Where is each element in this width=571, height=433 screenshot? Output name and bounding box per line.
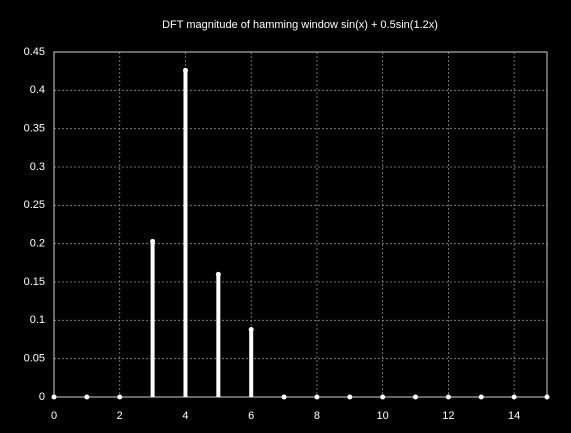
stem-marker <box>248 327 254 333</box>
stem-marker <box>281 394 287 400</box>
stem-marker <box>478 394 484 400</box>
stem-marker <box>51 394 57 400</box>
stem-marker <box>215 271 221 277</box>
x-tick-label: 8 <box>314 410 320 422</box>
x-tick-label: 10 <box>377 410 389 422</box>
stem-marker <box>544 394 550 400</box>
x-tick-label: 0 <box>51 410 57 422</box>
stem-marker <box>380 394 386 400</box>
y-tick-label: 0.05 <box>24 353 45 365</box>
stem-marker <box>150 238 156 244</box>
stem-marker <box>84 394 90 400</box>
y-tick-label: 0.3 <box>30 161 45 173</box>
stem-marker <box>314 394 320 400</box>
y-tick-label: 0.15 <box>24 276 45 288</box>
stem-marker <box>117 394 123 400</box>
x-tick-label: 14 <box>508 410 520 422</box>
x-tick-label: 2 <box>117 410 123 422</box>
stem-marker <box>511 394 517 400</box>
y-tick-label: 0.35 <box>24 123 45 135</box>
stem-marker <box>182 67 188 73</box>
y-tick-label: 0.1 <box>30 314 45 326</box>
x-tick-label: 12 <box>442 410 454 422</box>
x-tick-label: 4 <box>182 410 188 422</box>
stem-marker <box>413 394 419 400</box>
y-tick-label: 0 <box>39 391 45 403</box>
y-tick-label: 0.2 <box>30 238 45 250</box>
y-tick-label: 0.25 <box>24 199 45 211</box>
y-tick-label: 0.45 <box>24 46 45 58</box>
chart-title: DFT magnitude of hamming window sin(x) +… <box>162 19 438 31</box>
x-tick-label: 6 <box>248 410 254 422</box>
stem-marker <box>445 394 451 400</box>
stem-marker <box>347 394 353 400</box>
plot-frame <box>53 51 548 398</box>
y-tick-label: 0.4 <box>30 84 45 96</box>
